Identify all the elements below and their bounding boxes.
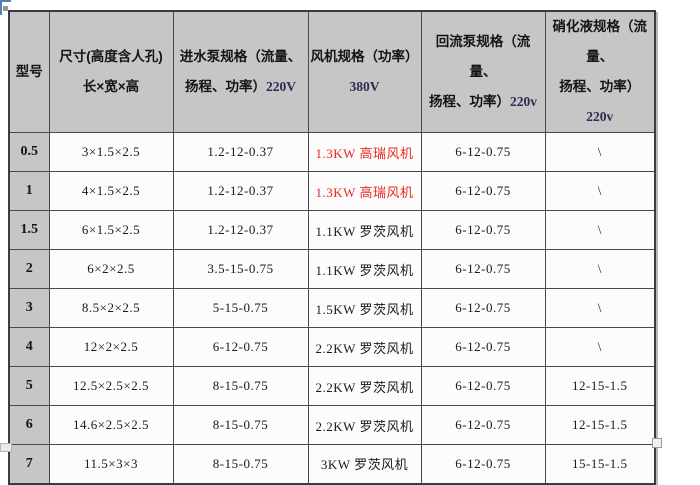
cell-nitrate: 12-15-1.5 bbox=[544, 366, 656, 406]
header-nitrate-line1: 硝化液规格（流量、 bbox=[552, 19, 648, 64]
cell-size: 14.6×2.5×2.5 bbox=[48, 405, 174, 445]
cell-inlet: 1.2-12-0.37 bbox=[172, 132, 309, 172]
header-size-line1: 尺寸(高度含人孔) bbox=[59, 49, 163, 64]
cell-return: 6-12-0.75 bbox=[420, 366, 546, 406]
cell-nitrate: \ bbox=[544, 171, 656, 211]
cell-nitrate: \ bbox=[544, 288, 656, 328]
return-voltage-label: 220v bbox=[510, 94, 537, 109]
cell-fan: 1.5KW 罗茨风机 bbox=[307, 288, 422, 328]
cell-model: 2 bbox=[8, 249, 50, 289]
resize-handle[interactable] bbox=[0, 443, 12, 452]
cell-inlet: 8-15-0.75 bbox=[172, 444, 309, 484]
header-size: 尺寸(高度含人孔) 长×宽×高 bbox=[48, 10, 174, 133]
cell-fan: 1.1KW 罗茨风机 bbox=[307, 210, 422, 250]
cell-fan: 3KW 罗茨风机 bbox=[307, 444, 422, 484]
resize-handle[interactable] bbox=[652, 438, 662, 448]
table-row: 6 14.6×2.5×2.5 8-15-0.75 2.2KW 罗茨风机 6-12… bbox=[8, 405, 656, 445]
header-inlet-line1: 进水泵规格（流量、 bbox=[179, 49, 302, 64]
cell-nitrate: 12-15-1.5 bbox=[544, 405, 656, 445]
cell-return: 6-12-0.75 bbox=[420, 444, 546, 484]
header-fan-line1: 风机规格（功率） bbox=[310, 49, 419, 64]
cell-model: 4 bbox=[8, 327, 50, 367]
table-row: 7 11.5×3×3 8-15-0.75 3KW 罗茨风机 6-12-0.75 … bbox=[8, 444, 656, 484]
cell-size: 4×1.5×2.5 bbox=[48, 171, 174, 211]
cell-fan: 2.2KW 罗茨风机 bbox=[307, 327, 422, 367]
cell-return: 6-12-0.75 bbox=[420, 171, 546, 211]
cell-nitrate: 15-15-1.5 bbox=[544, 444, 656, 484]
cell-return: 6-12-0.75 bbox=[420, 327, 546, 367]
header-inlet-line2: 扬程、功率）220V bbox=[185, 79, 296, 94]
spec-table-container: 型号 尺寸(高度含人孔) 长×宽×高 进水泵规格（流量、 扬程、功率）220V … bbox=[8, 10, 656, 485]
cell-nitrate: \ bbox=[544, 132, 656, 172]
cell-size: 12×2×2.5 bbox=[48, 327, 174, 367]
header-return-pump: 回流泵规格（流量、 扬程、功率）220v bbox=[420, 10, 546, 133]
cell-fan: 1.1KW 罗茨风机 bbox=[307, 249, 422, 289]
cell-inlet: 8-15-0.75 bbox=[172, 405, 309, 445]
table-row: 1 4×1.5×2.5 1.2-12-0.37 1.3KW 高瑞风机 6-12-… bbox=[8, 171, 656, 211]
cell-fan: 1.3KW 高瑞风机 bbox=[307, 132, 422, 172]
cell-inlet: 3.5-15-0.75 bbox=[172, 249, 309, 289]
cell-return: 6-12-0.75 bbox=[420, 132, 546, 172]
cell-size: 3×1.5×2.5 bbox=[48, 132, 174, 172]
cell-model: 3 bbox=[8, 288, 50, 328]
cell-return: 6-12-0.75 bbox=[420, 405, 546, 445]
header-fan: 风机规格（功率） 380V bbox=[307, 10, 422, 133]
nitrate-voltage-label: 220v bbox=[586, 109, 614, 124]
cell-inlet: 1.2-12-0.37 bbox=[172, 210, 309, 250]
cell-fan: 2.2KW 罗茨风机 bbox=[307, 366, 422, 406]
header-return-line2: 扬程、功率）220v bbox=[429, 94, 537, 109]
table-row: 2 6×2×2.5 3.5-15-0.75 1.1KW 罗茨风机 6-12-0.… bbox=[8, 249, 656, 289]
fan-voltage-label: 380V bbox=[349, 79, 380, 94]
cell-nitrate: \ bbox=[544, 327, 656, 367]
object-anchor-icon bbox=[0, 0, 11, 15]
cell-size: 6×1.5×2.5 bbox=[48, 210, 174, 250]
inlet-voltage-label: 220V bbox=[266, 79, 296, 94]
cell-size: 6×2×2.5 bbox=[48, 249, 174, 289]
table-row: 3 8.5×2×2.5 5-15-0.75 1.5KW 罗茨风机 6-12-0.… bbox=[8, 288, 656, 328]
cell-fan: 1.3KW 高瑞风机 bbox=[307, 171, 422, 211]
cell-model: 1.5 bbox=[8, 210, 50, 250]
table-header-row: 型号 尺寸(高度含人孔) 长×宽×高 进水泵规格（流量、 扬程、功率）220V … bbox=[8, 10, 656, 133]
header-nitrate: 硝化液规格（流量、 扬程、功率）220v bbox=[544, 10, 656, 133]
cell-model: 5 bbox=[8, 366, 50, 406]
cell-nitrate: \ bbox=[544, 210, 656, 250]
cell-inlet: 8-15-0.75 bbox=[172, 366, 309, 406]
header-model-label: 型号 bbox=[15, 64, 43, 79]
table-row: 5 12.5×2.5×2.5 8-15-0.75 2.2KW 罗茨风机 6-12… bbox=[8, 366, 656, 406]
cell-return: 6-12-0.75 bbox=[420, 210, 546, 250]
cell-size: 8.5×2×2.5 bbox=[48, 288, 174, 328]
table-row: 4 12×2×2.5 6-12-0.75 2.2KW 罗茨风机 6-12-0.7… bbox=[8, 327, 656, 367]
cell-model: 6 bbox=[8, 405, 50, 445]
cell-return: 6-12-0.75 bbox=[420, 249, 546, 289]
cell-model: 7 bbox=[8, 444, 50, 484]
cell-nitrate: \ bbox=[544, 249, 656, 289]
header-return-line1: 回流泵规格（流量、 bbox=[435, 34, 531, 79]
cell-inlet: 6-12-0.75 bbox=[172, 327, 309, 367]
cell-inlet: 5-15-0.75 bbox=[172, 288, 309, 328]
cell-inlet: 1.2-12-0.37 bbox=[172, 171, 309, 211]
cell-size: 11.5×3×3 bbox=[48, 444, 174, 484]
cell-size: 12.5×2.5×2.5 bbox=[48, 366, 174, 406]
header-inlet-pump: 进水泵规格（流量、 扬程、功率）220V bbox=[172, 10, 309, 133]
header-nitrate-line2: 扬程、功率）220v bbox=[559, 79, 641, 124]
header-model: 型号 bbox=[8, 10, 50, 133]
cell-model: 1 bbox=[8, 171, 50, 211]
table-row: 1.5 6×1.5×2.5 1.2-12-0.37 1.1KW 罗茨风机 6-1… bbox=[8, 210, 656, 250]
cell-return: 6-12-0.75 bbox=[420, 288, 546, 328]
cell-model: 0.5 bbox=[8, 132, 50, 172]
cell-fan: 2.2KW 罗茨风机 bbox=[307, 405, 422, 445]
header-size-line2: 长×宽×高 bbox=[82, 79, 140, 94]
equipment-spec-table: 型号 尺寸(高度含人孔) 长×宽×高 进水泵规格（流量、 扬程、功率）220V … bbox=[8, 10, 656, 485]
table-row: 0.5 3×1.5×2.5 1.2-12-0.37 1.3KW 高瑞风机 6-1… bbox=[8, 132, 656, 172]
